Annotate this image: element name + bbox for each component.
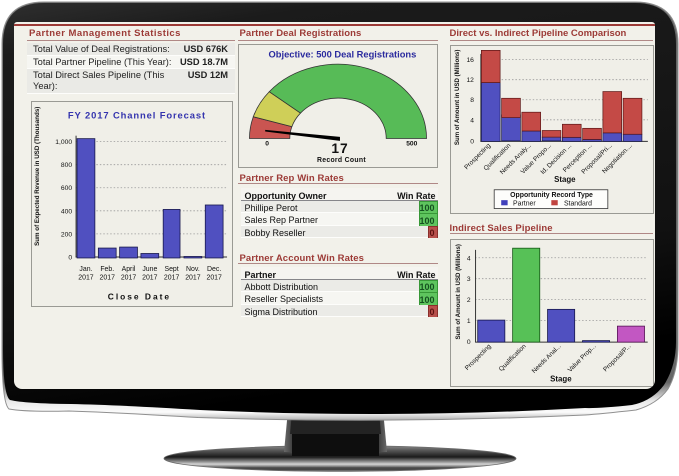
svg-text:Jan.: Jan. [79,266,92,273]
svg-text:Proposal/P...: Proposal/P... [602,343,632,373]
svg-text:1: 1 [466,318,470,325]
svg-text:0: 0 [265,140,269,147]
svg-text:Needs Anal...: Needs Anal... [530,343,562,375]
svg-text:Partner: Partner [513,200,536,207]
svg-text:Nov.: Nov. [186,266,200,273]
svg-text:0: 0 [470,138,474,145]
svg-text:2: 2 [466,297,470,304]
svg-text:400: 400 [60,208,71,215]
svg-text:Sum of Amount in USD (Millions: Sum of Amount in USD (Millions) [454,50,461,145]
svg-text:Value Prop...: Value Prop... [566,343,597,374]
svg-text:Prospecting: Prospecting [463,343,492,372]
svg-text:4: 4 [466,255,470,262]
svg-text:Standard: Standard [563,200,591,207]
svg-text:2017: 2017 [163,275,179,282]
svg-text:June: June [142,266,157,273]
svg-text:Sum of Expected Revenue in USD: Sum of Expected Revenue in USD (Thousand… [33,107,40,246]
svg-text:Stage: Stage [550,375,572,384]
svg-text:200: 200 [60,231,71,238]
svg-text:FY 2017 Channel Forecast: FY 2017 Channel Forecast [67,109,205,120]
svg-text:Close Date: Close Date [107,292,170,302]
svg-text:1,000: 1,000 [55,139,72,146]
svg-text:8: 8 [470,97,474,104]
svg-text:Objective: 500 Deal Registrati: Objective: 500 Deal Registrations [269,49,417,59]
svg-text:16: 16 [466,57,474,64]
svg-text:Record Count: Record Count [317,157,366,164]
svg-text:0: 0 [466,339,470,346]
svg-text:2017: 2017 [142,275,158,282]
svg-text:600: 600 [60,185,71,192]
svg-text:April: April [121,266,135,273]
svg-text:500: 500 [406,140,417,147]
svg-text:2017: 2017 [206,275,222,282]
svg-text:Dec.: Dec. [207,266,221,273]
svg-text:Feb.: Feb. [100,266,114,273]
svg-text:2017: 2017 [120,275,136,282]
svg-text:Opportunity Record Type: Opportunity Record Type [510,192,593,199]
svg-text:Sum of Amount in USD (Millions: Sum of Amount in USD (Millions) [454,244,461,339]
svg-text:4: 4 [470,117,474,124]
svg-text:0: 0 [68,254,72,261]
svg-text:12: 12 [466,77,474,84]
svg-text:2017: 2017 [99,275,115,282]
svg-text:2017: 2017 [185,275,201,282]
svg-text:Qualification: Qualification [497,343,527,373]
svg-text:2017: 2017 [78,275,94,282]
svg-text:3: 3 [466,276,470,283]
svg-text:Stage: Stage [554,175,576,184]
svg-text:Sept: Sept [164,266,178,273]
svg-text:800: 800 [60,162,71,169]
svg-text:17: 17 [331,141,348,156]
